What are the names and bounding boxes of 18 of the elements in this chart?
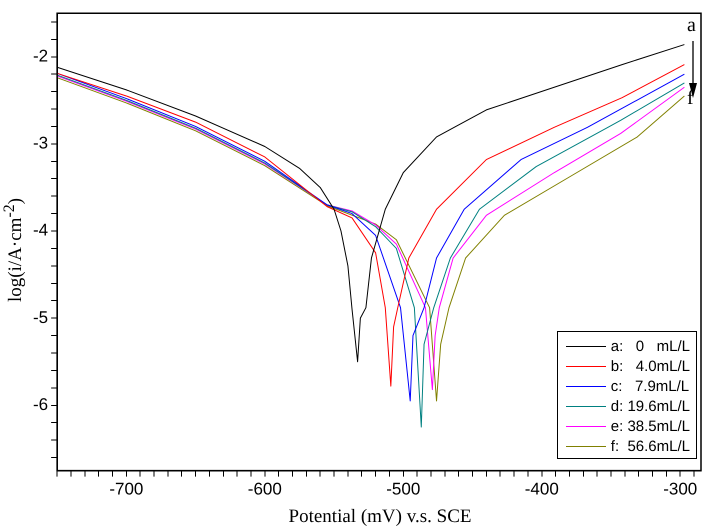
annotation: a — [687, 14, 696, 36]
legend-label: b: 4.0mL/L — [610, 358, 690, 374]
x-tick-label: -400 — [524, 479, 559, 498]
y-tick-label: -5 — [32, 308, 48, 327]
legend-label: e: 38.5mL/L — [610, 418, 690, 434]
x-tick-label: -500 — [386, 479, 420, 498]
legend-label: d: 19.6mL/L — [610, 398, 690, 414]
legend-label: c: 7.9mL/L — [610, 378, 690, 394]
y-tick-label: -6 — [32, 394, 48, 414]
legend-label: f: 56.6mL/L — [610, 438, 690, 454]
y-tick-label: -4 — [32, 220, 48, 240]
y-tick-label: -3 — [32, 134, 48, 153]
x-tick-label: -300 — [663, 479, 698, 498]
legend-label: a: 0 mL/L — [610, 338, 690, 354]
y-tick-label: -2 — [32, 46, 48, 66]
x-tick-label: -700 — [109, 479, 144, 498]
x-tick-label: -600 — [248, 479, 282, 498]
x-axis-title: Potential (mV) v.s. SCE — [288, 506, 472, 528]
